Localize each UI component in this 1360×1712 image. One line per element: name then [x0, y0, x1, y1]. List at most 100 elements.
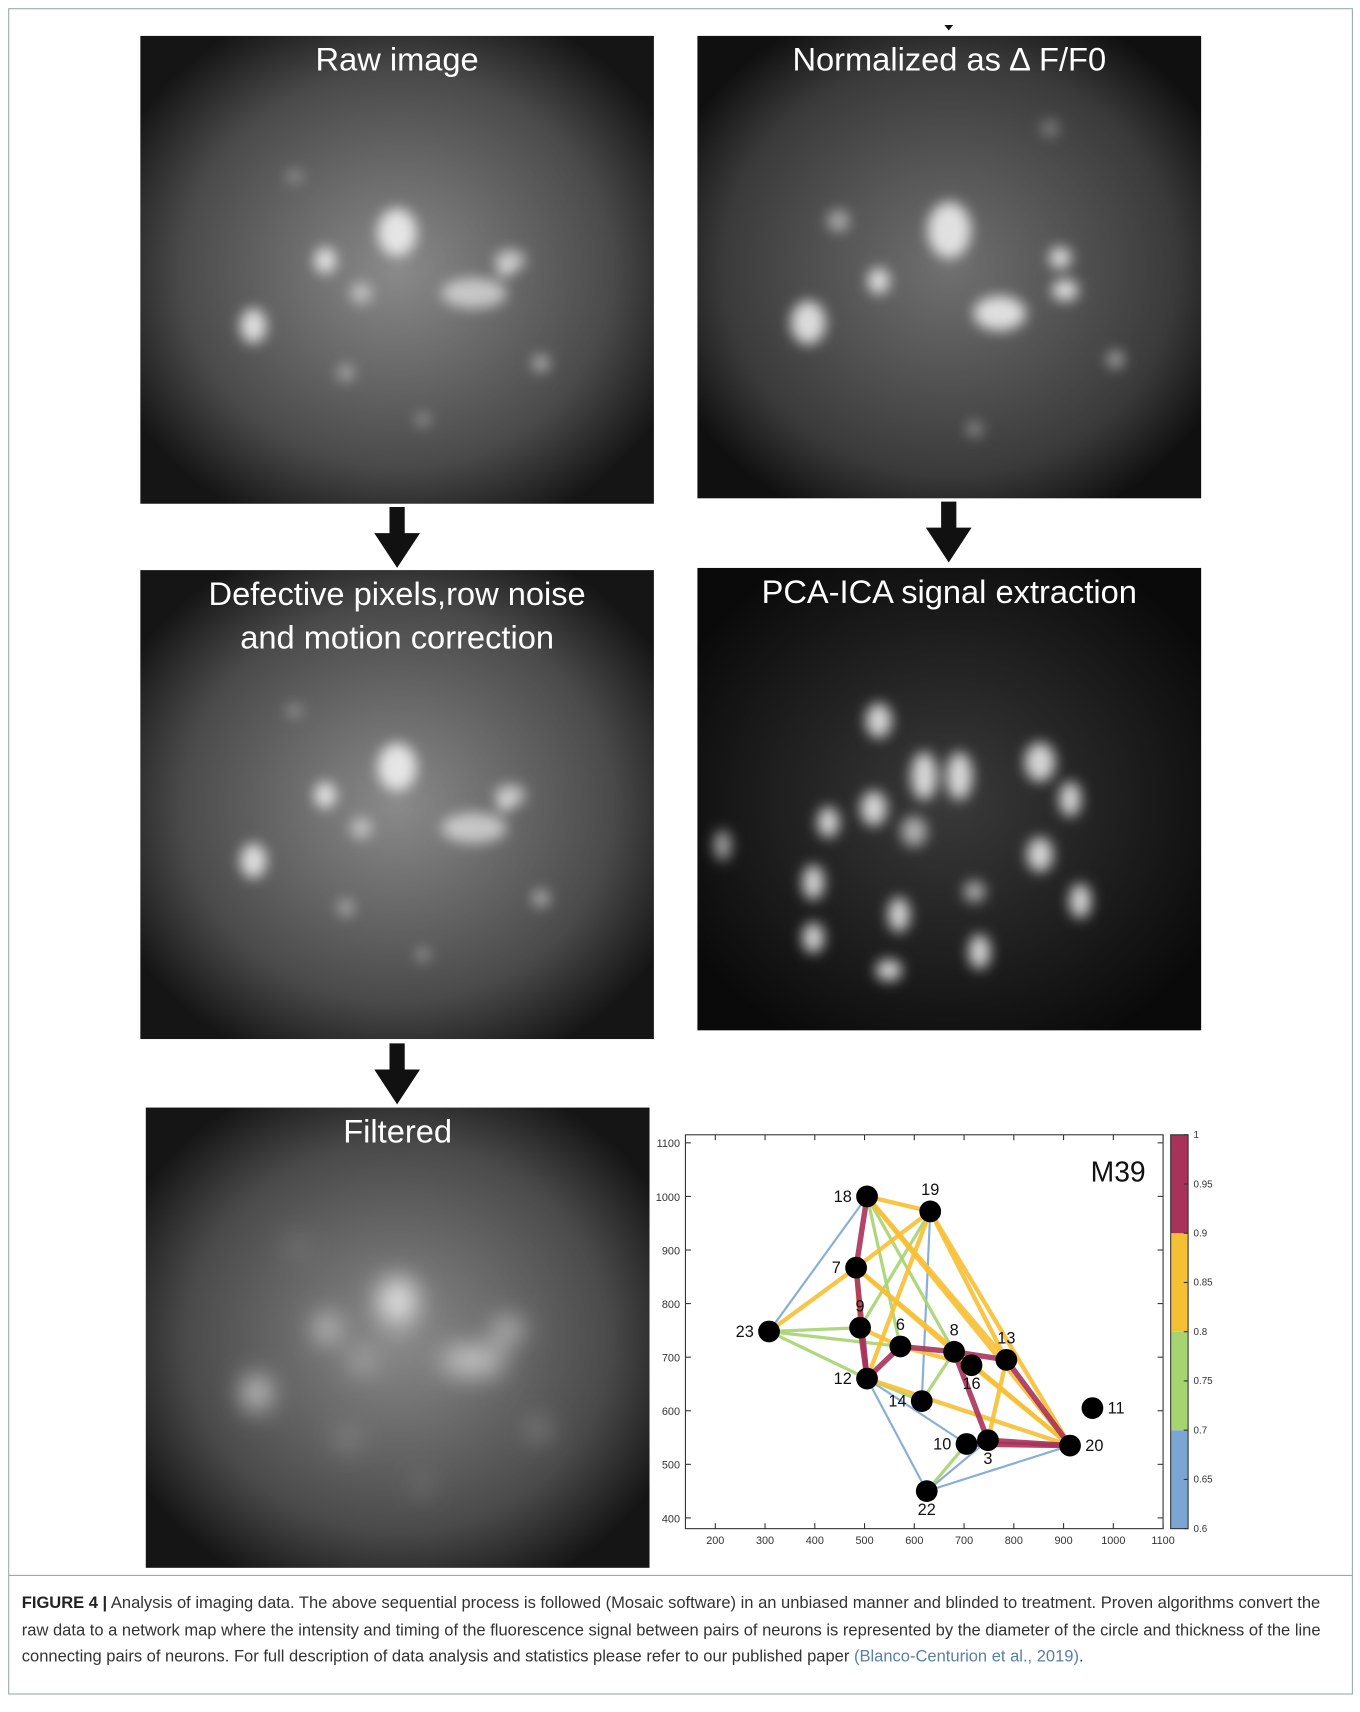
cell — [497, 1331, 510, 1344]
micrograph: PCA-ICA signal extraction — [697, 568, 1201, 1030]
chart-title: M39 — [1091, 1156, 1146, 1188]
cell — [416, 1478, 429, 1491]
cell — [240, 843, 266, 878]
node-label: 6 — [896, 1316, 905, 1334]
node-label: 10 — [933, 1435, 951, 1453]
node — [919, 1201, 941, 1223]
cell — [1041, 120, 1058, 137]
node — [995, 1349, 1017, 1371]
panel-title: and motion correction — [240, 618, 554, 655]
cell — [974, 296, 1026, 331]
x-tick-label: 900 — [1054, 1535, 1072, 1547]
micrograph: Defective pixels,row noiseand motion cor… — [140, 570, 654, 1039]
micrograph: Raw image — [140, 36, 654, 504]
node — [943, 1341, 965, 1363]
cell — [876, 959, 902, 981]
cell — [442, 813, 507, 843]
cell — [337, 364, 354, 381]
cell — [946, 752, 972, 800]
x-tick-label: 200 — [706, 1535, 724, 1547]
cell — [316, 1315, 338, 1341]
node-label: 3 — [983, 1450, 992, 1468]
node-label: 11 — [1108, 1400, 1125, 1418]
cell — [818, 807, 840, 837]
image-background — [146, 1108, 650, 1568]
micrograph: Normalized as ∆ F/F0 — [697, 36, 1201, 498]
y-tick-label: 1000 — [656, 1192, 680, 1204]
cell — [378, 208, 417, 256]
panel-title: Filtered — [343, 1112, 452, 1149]
node-label: 8 — [950, 1321, 959, 1339]
cell — [498, 263, 511, 276]
cell — [969, 934, 991, 969]
node-label: 14 — [888, 1393, 906, 1411]
arrow — [374, 507, 420, 568]
node — [856, 1186, 878, 1208]
node — [911, 1390, 933, 1412]
node — [1082, 1397, 1104, 1419]
cell — [791, 301, 826, 345]
y-tick-label: 1100 — [657, 1138, 680, 1150]
cell — [240, 309, 266, 344]
node-label: 13 — [997, 1330, 1015, 1348]
arrow — [374, 1043, 420, 1104]
cell — [1069, 883, 1091, 918]
cell — [314, 247, 336, 273]
cell — [288, 1239, 305, 1252]
panel-title: Raw image — [316, 41, 479, 78]
x-tick-label: 600 — [905, 1535, 923, 1547]
cell — [441, 1345, 506, 1375]
marker — [944, 25, 953, 30]
cell — [828, 210, 850, 232]
cell — [442, 278, 507, 308]
cell — [286, 170, 303, 183]
node-label: 9 — [856, 1297, 865, 1315]
cell — [532, 890, 549, 907]
node — [977, 1429, 999, 1451]
node-label: 20 — [1085, 1437, 1103, 1455]
node-label: 23 — [736, 1323, 754, 1341]
cell — [1049, 247, 1071, 269]
node-label: 7 — [832, 1259, 841, 1277]
x-tick-label: 1000 — [1101, 1535, 1125, 1547]
arrow — [926, 502, 972, 563]
colorbar-tick-label: 0.65 — [1194, 1475, 1214, 1486]
caption-label: FIGURE 4 | — [22, 1594, 107, 1612]
cell — [714, 830, 731, 860]
cell — [314, 782, 336, 808]
cell — [350, 282, 372, 304]
node — [849, 1317, 871, 1339]
colorbar-tick-label: 0.95 — [1194, 1179, 1214, 1190]
cell — [416, 413, 429, 426]
y-tick-label: 800 — [662, 1299, 680, 1311]
caption-text: Analysis of imaging data. The above sequ… — [22, 1594, 1321, 1666]
colorbar-tick-label: 0.75 — [1194, 1376, 1214, 1387]
citation[interactable]: (Blanco-Centurion et al., 2019) — [854, 1647, 1079, 1665]
cell — [866, 703, 892, 738]
y-tick-label: 600 — [662, 1406, 680, 1418]
cell — [532, 355, 549, 372]
colorbar-tick-label: 1 — [1194, 1130, 1199, 1141]
x-tick-label: 400 — [806, 1535, 824, 1547]
cell — [888, 897, 910, 932]
cell — [352, 1350, 374, 1372]
cell — [1025, 743, 1055, 782]
node-label: 18 — [834, 1188, 852, 1206]
cell — [1107, 351, 1124, 368]
image-background — [697, 36, 1201, 498]
x-tick-label: 800 — [1005, 1535, 1023, 1547]
node — [889, 1336, 911, 1358]
cell — [530, 1421, 547, 1438]
node — [856, 1368, 878, 1390]
cell — [928, 202, 972, 259]
x-tick-label: 1100 — [1151, 1535, 1174, 1547]
cell — [339, 1430, 356, 1447]
colorbar-tick-label: 0.9 — [1194, 1229, 1208, 1240]
cell — [244, 1376, 270, 1411]
cell — [286, 704, 303, 717]
node — [758, 1321, 780, 1343]
cell — [911, 752, 937, 800]
cell — [1059, 782, 1081, 817]
panel-title: Normalized as ∆ F/F0 — [792, 41, 1106, 78]
colorbar-tick-label: 0.7 — [1194, 1425, 1208, 1436]
